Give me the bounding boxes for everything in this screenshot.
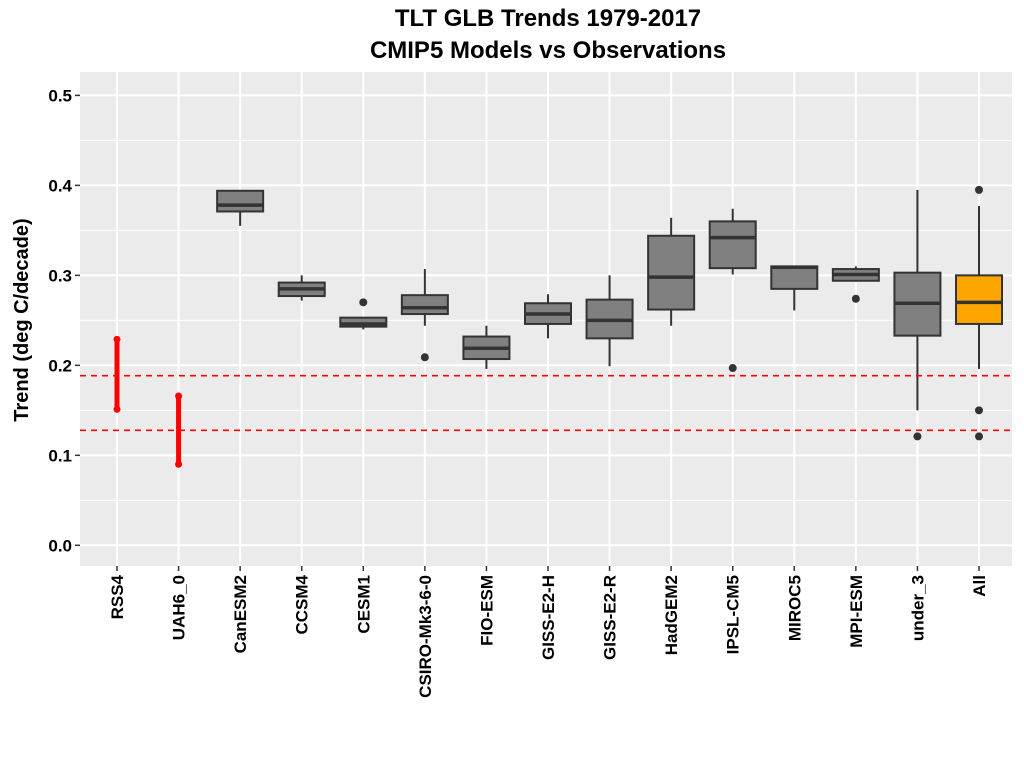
x-tick-label: CESM1 (354, 575, 373, 634)
observation-high-point (175, 392, 183, 400)
box (216, 189, 265, 213)
y-tick-label: 0.3 (48, 266, 72, 285)
outlier-point (851, 294, 860, 303)
observation-high-point (113, 335, 121, 343)
x-tick-label: IPSL-CM5 (724, 575, 743, 654)
observation-low-point (113, 405, 121, 413)
chart-title: TLT GLB Trends 1979-2017 (395, 5, 701, 32)
box-GISS-E2-H (524, 294, 572, 339)
x-tick-label: GISS-E2-R (601, 575, 620, 660)
outlier-point (420, 353, 429, 362)
y-tick-label: 0.1 (48, 446, 72, 465)
outlier-point (975, 185, 983, 194)
x-tick-label: under_3 (908, 575, 927, 641)
box (400, 294, 449, 316)
x-tick-label: UAH6_0 (170, 575, 189, 640)
x-tick-label: All (970, 575, 989, 597)
box (339, 316, 388, 328)
outlier-point (728, 364, 737, 373)
outlier-point (359, 298, 368, 307)
x-tick-label: CSIRO-Mk3-6-0 (416, 575, 435, 698)
outlier-point (975, 406, 983, 415)
x-tick-label: FIO-ESM (477, 575, 496, 646)
x-tick-label: HadGEM2 (662, 575, 681, 655)
y-tick-label: 0.5 (48, 86, 72, 105)
y-axis-label: Trend (deg C/decade) (11, 218, 33, 421)
box-CanESM2 (216, 189, 265, 226)
plot-panel: 0.0 0.1 0.2 0.3 0.4 0.5 RSS4 UAH6_0 CanESM2 CCSM4… (48, 72, 1012, 698)
observation-UAH6_0 (175, 392, 183, 468)
box-GISS-E2-R (585, 275, 634, 367)
box-All (955, 185, 1003, 441)
x-tick-label: RSS4 (108, 574, 127, 619)
box (708, 220, 757, 270)
box-MPI-ESM (831, 266, 880, 303)
box-IPSL-CM5 (708, 208, 757, 373)
y-tick-label: 0.4 (48, 176, 72, 195)
box-CESM1 (339, 298, 388, 330)
outlier-point (913, 432, 922, 441)
box-under_3 (893, 189, 942, 441)
box (647, 234, 696, 311)
chart-subtitle: CMIP5 Models vs Observations (370, 37, 726, 64)
x-tick-label: MIROC5 (785, 575, 804, 641)
box-CSIRO-Mk3-6-0 (400, 269, 449, 362)
observation-RSS4 (113, 335, 121, 413)
x-tick-label: GISS-E2-H (539, 575, 558, 660)
box-CCSM4 (277, 275, 326, 301)
observation-low-point (175, 460, 183, 468)
box-HadGEM2 (647, 217, 696, 326)
x-tick-label: CanESM2 (231, 575, 250, 653)
y-tick-label: 0.0 (48, 536, 72, 555)
x-tick-label: CCSM4 (293, 574, 312, 634)
y-tick-label: 0.2 (48, 356, 72, 375)
x-tick-label: MPI-ESM (847, 575, 866, 648)
outlier-point (975, 432, 983, 441)
box (955, 274, 1003, 325)
box (770, 265, 819, 290)
box-FIO-ESM (462, 325, 511, 369)
box-MIROC5 (770, 265, 819, 311)
